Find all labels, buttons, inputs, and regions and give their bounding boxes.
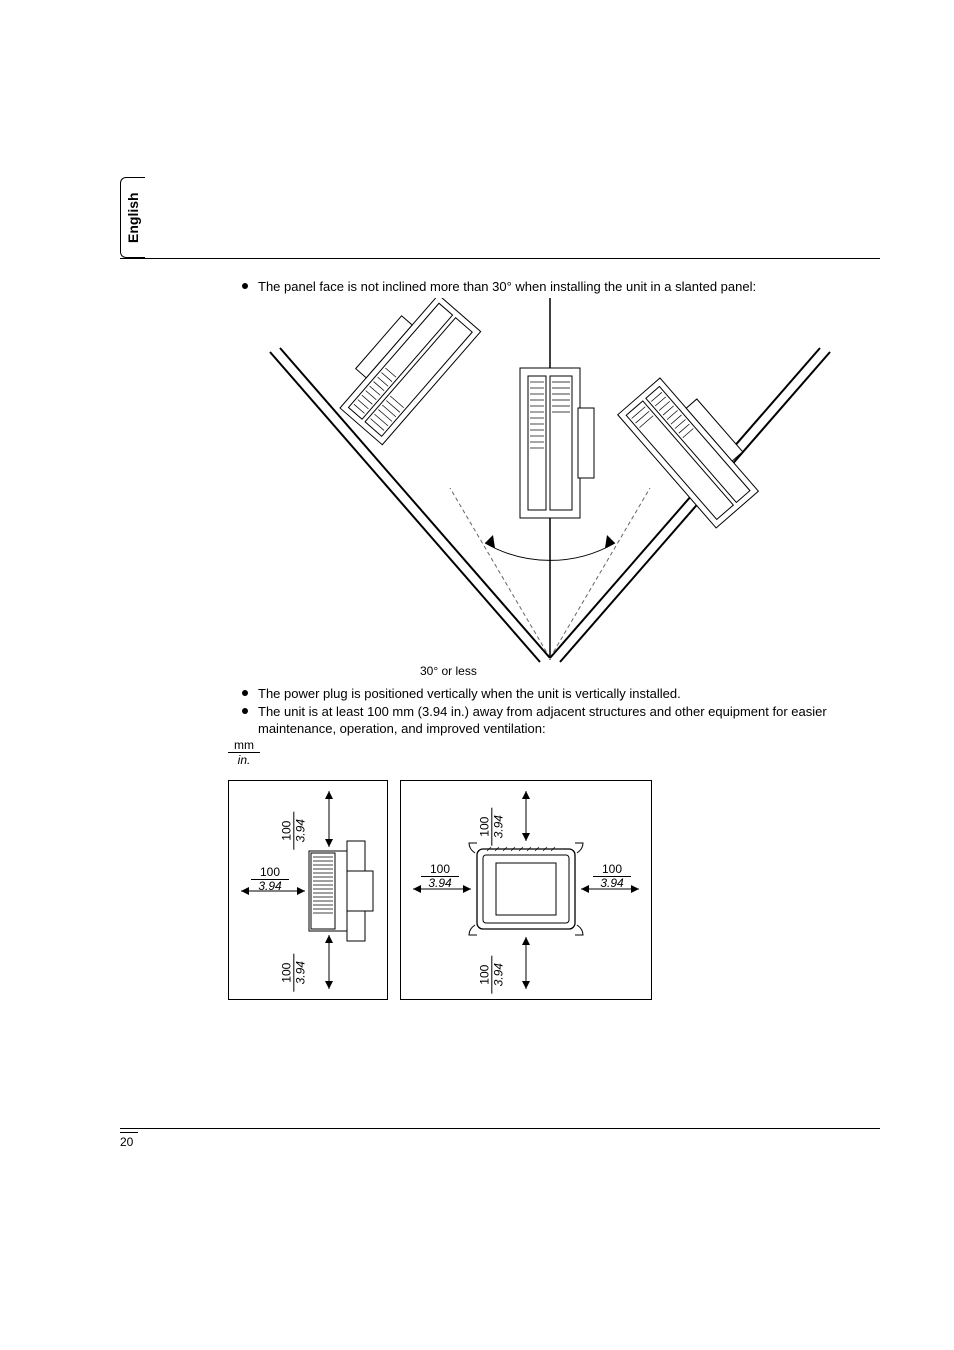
dim-value-in: 3.94 xyxy=(421,876,459,890)
clearance-side-view: 100 3.94 100 3.94 100 3.94 xyxy=(228,780,388,1000)
bullet-text: The panel face is not inclined more than… xyxy=(258,278,756,296)
unit-mm: mm xyxy=(228,738,260,753)
bottom-rule xyxy=(120,1128,880,1129)
angle-caption: 30° or less xyxy=(420,664,477,678)
bullet-item: The unit is at least 100 mm (3.94 in.) a… xyxy=(242,703,872,738)
dim-value-in: 3.94 xyxy=(492,808,506,846)
bullet-item: The power plug is positioned vertically … xyxy=(242,685,872,703)
bullet-item: The panel face is not inclined more than… xyxy=(242,278,756,296)
bullet-group-2: The power plug is positioned vertically … xyxy=(242,685,872,738)
bullet-group-1: The panel face is not inclined more than… xyxy=(242,278,756,296)
bullet-text: The unit is at least 100 mm (3.94 in.) a… xyxy=(258,703,872,738)
angle-diagram xyxy=(220,298,880,678)
dimension-right: 100 3.94 xyxy=(593,863,631,890)
dim-value: 100 xyxy=(251,866,289,879)
clearance-front-view: 100 3.94 100 3.94 100 3.94 100 3.94 xyxy=(400,780,652,1000)
bullet-dot-icon xyxy=(242,690,248,696)
bullet-text: The power plug is positioned vertically … xyxy=(258,685,681,703)
language-tab: English xyxy=(120,177,145,258)
dim-value-in: 3.94 xyxy=(294,812,308,850)
bullet-dot-icon xyxy=(242,708,248,714)
dim-value: 100 xyxy=(280,954,293,992)
dimension-top: 100 3.94 xyxy=(280,812,307,850)
dim-value-in: 3.94 xyxy=(492,956,506,994)
dim-value: 100 xyxy=(593,863,631,876)
dim-value-in: 3.94 xyxy=(294,954,308,992)
dim-value-in: 3.94 xyxy=(593,876,631,890)
bullet-dot-icon xyxy=(242,283,248,289)
dim-value: 100 xyxy=(478,956,491,994)
dim-value: 100 xyxy=(280,812,293,850)
dimension-left: 100 3.94 xyxy=(251,866,289,893)
dimension-bottom: 100 3.94 xyxy=(280,954,307,992)
dim-value-in: 3.94 xyxy=(251,879,289,893)
top-rule xyxy=(120,258,880,259)
unit-legend: mm in. xyxy=(228,738,260,767)
dim-value: 100 xyxy=(478,808,491,846)
dimension-left: 100 3.94 xyxy=(421,863,459,890)
page-number: 20 xyxy=(120,1132,138,1149)
dimension-bottom: 100 3.94 xyxy=(478,956,505,994)
unit-in: in. xyxy=(228,753,260,767)
dim-value: 100 xyxy=(421,863,459,876)
dimension-top: 100 3.94 xyxy=(478,808,505,846)
